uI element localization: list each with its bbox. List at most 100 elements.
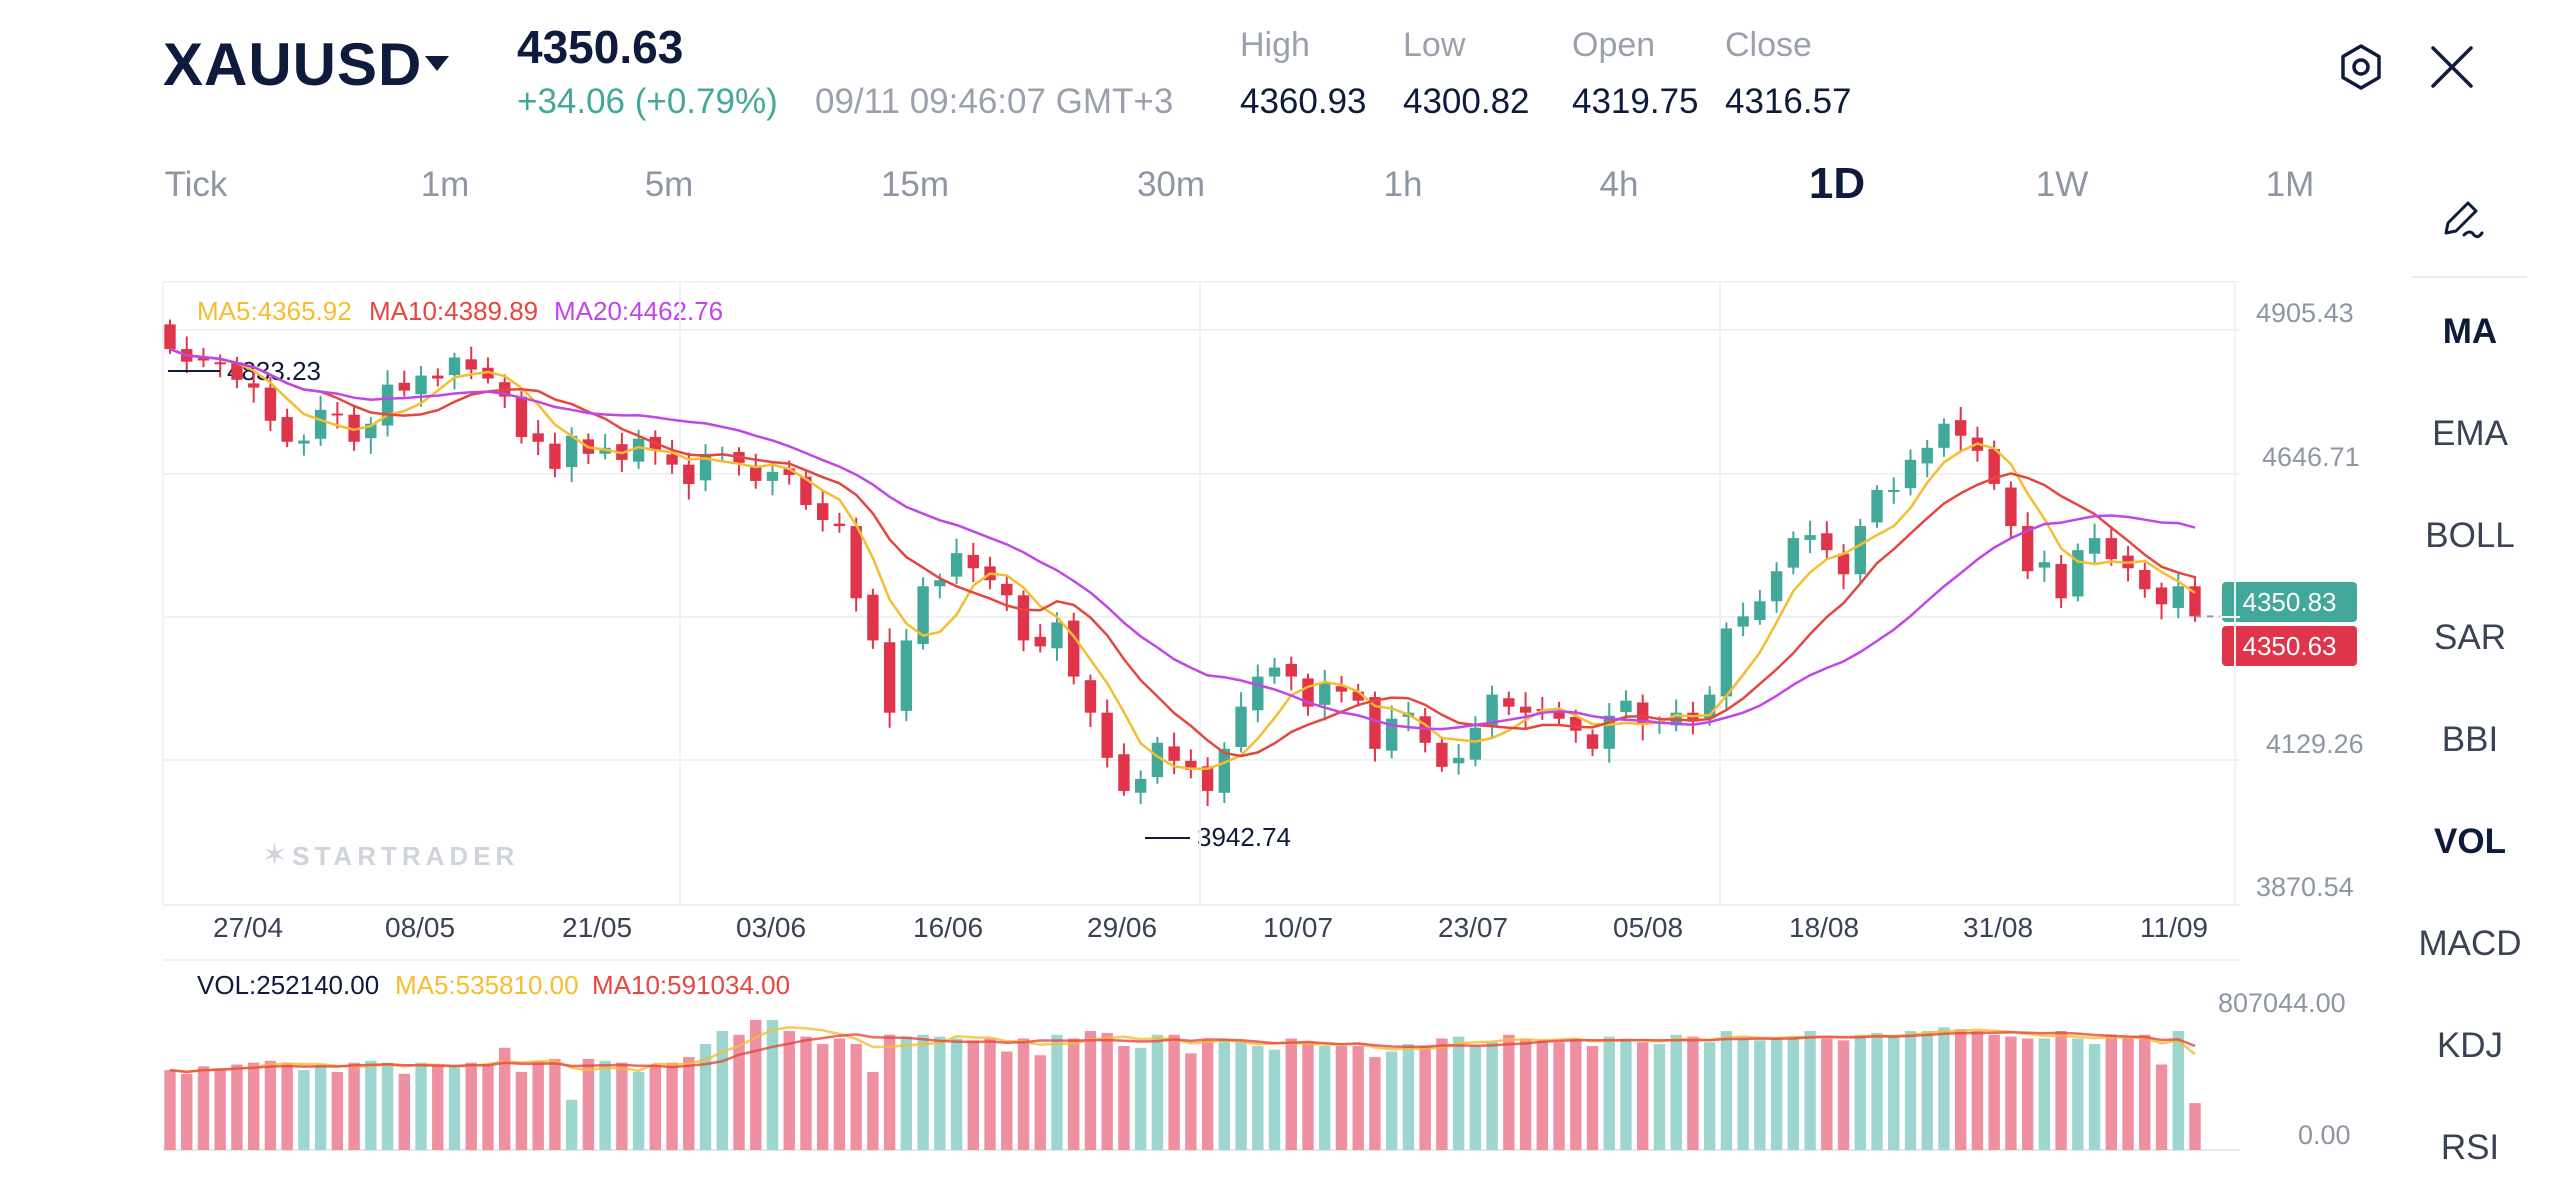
volume-bar — [1285, 1038, 1297, 1150]
ma5-legend: MA5:4365.92 — [197, 296, 352, 326]
volume-bar — [1252, 1045, 1264, 1150]
candle — [950, 553, 963, 577]
close-icon[interactable] — [2427, 42, 2477, 92]
volume-bar — [1921, 1031, 1933, 1150]
tab-1month[interactable]: 1M — [2265, 165, 2315, 204]
candle — [1084, 680, 1097, 713]
date-label: 21/05 — [562, 912, 633, 943]
volume-bar — [632, 1071, 645, 1150]
candle — [1185, 760, 1197, 770]
indicator-macd[interactable]: MACD — [2418, 924, 2522, 963]
tab-1h[interactable]: 1h — [1383, 165, 1423, 204]
tab-4h[interactable]: 4h — [1599, 165, 1639, 204]
candle — [1620, 700, 1632, 713]
tab-5m[interactable]: 5m — [644, 165, 694, 204]
volume-bar — [1469, 1045, 1482, 1150]
indicator-sar[interactable]: SAR — [2434, 618, 2506, 657]
candle — [733, 452, 745, 463]
volume-bar — [1620, 1038, 1632, 1150]
price-axis-label-top: 4905.43 — [2256, 298, 2354, 328]
watermark-text: STARTRADER — [292, 841, 520, 871]
draw-pen-icon[interactable] — [2436, 195, 2486, 245]
volume-bar — [2172, 1031, 2184, 1150]
candle — [365, 423, 377, 439]
candle — [1854, 526, 1866, 575]
settings-icon[interactable] — [2336, 42, 2386, 92]
candle — [1335, 686, 1348, 692]
tab-30m[interactable]: 30m — [1136, 165, 1206, 204]
candle — [1988, 449, 2000, 484]
candle — [967, 554, 979, 569]
candle — [2172, 586, 2184, 608]
candle — [1821, 533, 1833, 551]
symbol-dropdown-caret-icon[interactable] — [425, 56, 449, 71]
ma5-line — [169, 347, 2196, 770]
volume-bar — [1955, 1029, 1967, 1150]
symbol-title[interactable]: XAUUSD — [163, 31, 423, 98]
tab-1d[interactable]: 1D — [1808, 159, 1866, 208]
side-divider — [2412, 276, 2527, 278]
candle — [281, 417, 293, 442]
ma20-legend: MA20:4462.76 — [554, 296, 724, 326]
candle — [1452, 757, 1465, 764]
volume-bar — [1988, 1034, 2000, 1150]
ma-lines — [169, 347, 2220, 770]
vol-axis-label-bottom: 0.00 — [2298, 1120, 2351, 1150]
candle — [1151, 742, 1164, 778]
last-price: 4350.63 — [517, 21, 684, 73]
volume-bar — [381, 1062, 394, 1150]
tab-1m[interactable]: 1m — [420, 165, 470, 204]
volume-bar — [1335, 1045, 1348, 1150]
indicator-kdj[interactable]: KDJ — [2436, 1026, 2504, 1065]
indicator-bbi[interactable]: BBI — [2441, 720, 2499, 759]
candle — [1503, 698, 1515, 707]
candle — [883, 642, 896, 713]
volume-bar — [1637, 1042, 1649, 1150]
volume-bar — [1452, 1036, 1465, 1150]
candle — [1519, 706, 1532, 713]
vol-ma10-legend: MA10:591034.00 — [592, 970, 791, 1000]
candle — [264, 387, 277, 421]
candle — [1904, 459, 1917, 489]
tab-1w[interactable]: 1W — [2035, 165, 2089, 204]
volume-bar — [415, 1062, 427, 1150]
vol-axis-label-top: 807044.00 — [2218, 988, 2346, 1018]
volume-bar — [1068, 1038, 1080, 1150]
candle — [1218, 748, 1231, 793]
indicator-ema[interactable]: EMA — [2432, 414, 2508, 453]
volume-bars — [164, 1019, 2201, 1150]
volume-bar — [1051, 1034, 1063, 1150]
tab-tick[interactable]: Tick — [164, 165, 228, 204]
volume-bar — [2088, 1044, 2101, 1150]
candle — [1653, 721, 1666, 724]
volume-bar — [515, 1071, 528, 1150]
indicator-rsi[interactable]: RSI — [2440, 1128, 2500, 1167]
candle — [582, 439, 595, 454]
price-axis-label-3: 4129.26 — [2266, 729, 2364, 759]
candle — [1787, 538, 1800, 568]
volume-bar — [1218, 1038, 1231, 1150]
volume-bar — [649, 1064, 662, 1150]
tab-15m[interactable]: 15m — [880, 165, 950, 204]
volume-bar — [666, 1062, 678, 1150]
volume-bar — [1938, 1027, 1950, 1150]
volume-bar — [1168, 1034, 1180, 1150]
candle — [1687, 712, 1699, 722]
candle — [1955, 420, 1967, 436]
indicator-vol[interactable]: VOL — [2434, 822, 2506, 861]
vol-ma10-line — [169, 1031, 2196, 1074]
volume-bar — [2189, 1103, 2201, 1150]
indicator-boll[interactable]: BOLL — [2425, 516, 2515, 555]
current-price-tag-upper: 4350.83 — [2222, 582, 2357, 622]
date-label: 23/07 — [1438, 912, 1509, 943]
volume-bar — [1201, 1040, 1214, 1150]
volume-bar — [1352, 1045, 1364, 1150]
candle — [1168, 746, 1180, 761]
volume-bar — [599, 1060, 611, 1150]
date-label: 10/07 — [1263, 912, 1334, 943]
indicator-ma[interactable]: MA — [2442, 312, 2498, 351]
candle — [515, 396, 528, 437]
candle — [1034, 636, 1046, 647]
volume-bar — [867, 1071, 879, 1150]
candle — [214, 362, 226, 365]
